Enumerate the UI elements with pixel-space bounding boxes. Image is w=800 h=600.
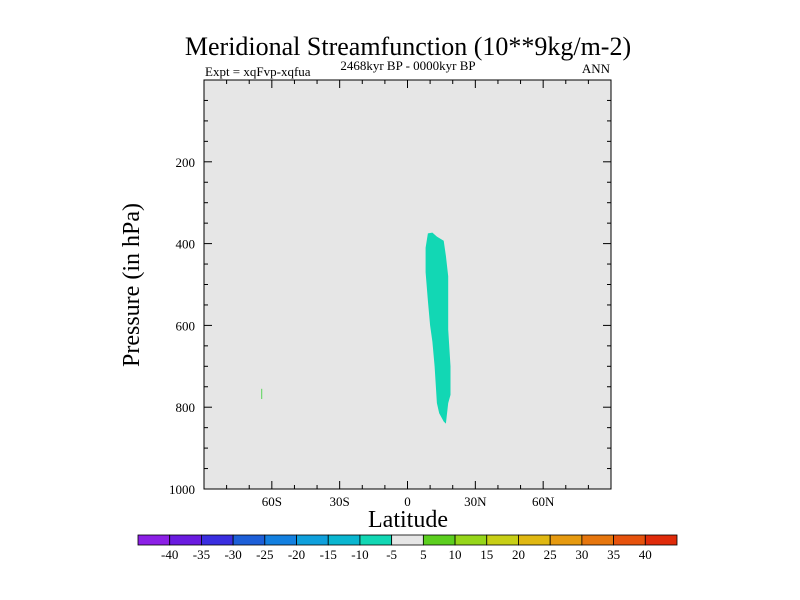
colorbar-box-8 bbox=[359, 534, 393, 546]
x-tick-label: 30N bbox=[464, 494, 487, 509]
colorbar-level-label: -35 bbox=[193, 547, 210, 562]
colorbar-box-4 bbox=[232, 534, 266, 546]
colorbar: -40 -35 -30 -25 -20 -15 -10 -5 5 10 15 20 25 30 35 40 bbox=[137, 534, 678, 562]
colorbar-level-label: -15 bbox=[320, 547, 337, 562]
colorbar-level-label: -40 bbox=[161, 547, 178, 562]
colorbar-level-label: -5 bbox=[386, 547, 397, 562]
contour-regions bbox=[425, 232, 451, 424]
colorbar-box-3 bbox=[201, 534, 234, 546]
y-tick-label: 400 bbox=[176, 237, 196, 252]
contour-region-1 bbox=[425, 232, 451, 424]
season-label: ANN bbox=[582, 61, 611, 76]
x-tick-label: 0 bbox=[404, 494, 411, 509]
colorbar-box-13 bbox=[518, 534, 551, 546]
colorbar-box-6 bbox=[296, 534, 329, 546]
colorbar-box-1 bbox=[137, 534, 171, 546]
x-tick-label: 60N bbox=[532, 494, 555, 509]
y-axis-label: Pressure (in hPa) bbox=[119, 203, 145, 367]
x-tick-label: 60S bbox=[262, 494, 282, 509]
experiment-label: Expt = xqFvp-xqfua bbox=[205, 64, 311, 79]
colorbar-level-label: -25 bbox=[256, 547, 273, 562]
colorbar-level-label: 30 bbox=[575, 547, 588, 562]
colorbar-box-11 bbox=[454, 534, 488, 546]
y-tick-label: 800 bbox=[176, 400, 196, 415]
y-tick-label: 200 bbox=[176, 155, 196, 170]
colorbar-box-12 bbox=[486, 534, 519, 546]
colorbar-level-label: 35 bbox=[607, 547, 620, 562]
colorbar-box-15 bbox=[581, 534, 614, 546]
colorbar-level-label: -30 bbox=[224, 547, 241, 562]
plot-background bbox=[204, 80, 611, 489]
chart-title: Meridional Streamfunction (10**9kg/m-2) bbox=[185, 32, 631, 61]
colorbar-level-label: 20 bbox=[512, 547, 525, 562]
colorbar-box-10 bbox=[422, 534, 456, 546]
colorbar-level-label: 5 bbox=[420, 547, 427, 562]
colorbar-box-7 bbox=[327, 534, 361, 546]
axes: 60S 30S 0 30N 60N 200 400 600 800 1000 bbox=[169, 80, 612, 509]
y-tick-label: 1000 bbox=[169, 482, 195, 497]
colorbar-level-label: -20 bbox=[288, 547, 305, 562]
colorbar-box-2 bbox=[169, 534, 202, 546]
x-axis-label: Latitude bbox=[368, 507, 448, 533]
colorbar-box-17 bbox=[644, 534, 678, 546]
colorbar-level-label: 15 bbox=[480, 547, 493, 562]
colorbar-level-label: 40 bbox=[639, 547, 652, 562]
colorbar-level-label: 10 bbox=[449, 547, 462, 562]
period-label: 2468kyr BP - 0000kyr BP bbox=[340, 58, 475, 73]
colorbar-box-14 bbox=[549, 534, 583, 546]
colorbar-box-9 bbox=[391, 534, 424, 546]
colorbar-box-5 bbox=[264, 534, 297, 546]
colorbar-level-label: 25 bbox=[544, 547, 557, 562]
colorbar-level-label: -10 bbox=[351, 547, 368, 562]
x-tick-label: 30S bbox=[330, 494, 350, 509]
y-tick-label: 600 bbox=[176, 318, 196, 333]
colorbar-box-16 bbox=[613, 534, 646, 546]
